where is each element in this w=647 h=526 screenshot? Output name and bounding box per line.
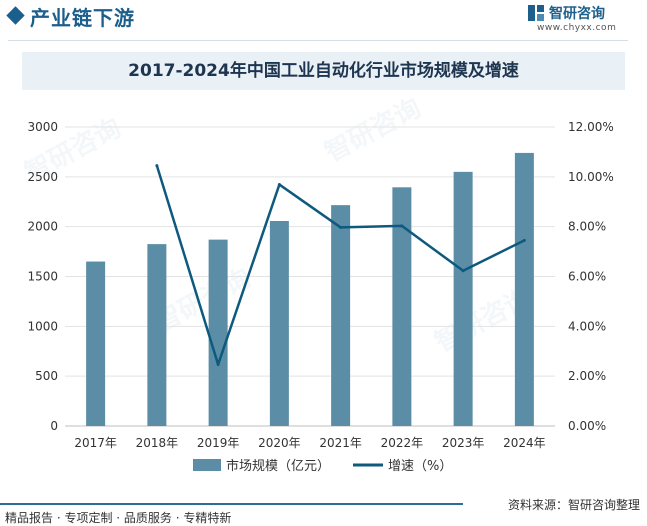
x-tick-label: 2020年 (258, 436, 301, 450)
combo-chart: 0 500 1000 1500 2000 2500 3000 0.00% 2.00% 4.00% 6… (27, 120, 613, 474)
y-right-tick-label: 2.00% (568, 369, 606, 383)
y-left-tick-label: 2500 (27, 170, 58, 184)
axes: 0 500 1000 1500 2000 2500 3000 0.00% 2.00% 4.00% 6… (27, 120, 613, 450)
data-source: 资料来源：智研咨询整理 (507, 498, 640, 512)
bar (147, 244, 167, 426)
growth-point (277, 183, 281, 187)
section-title: 产业链下游 (30, 6, 135, 30)
y-left-tick-label: 3000 (27, 120, 58, 134)
y-left-tick-label: 0 (50, 419, 58, 433)
x-tick-label: 2023年 (442, 436, 485, 450)
bar (86, 261, 106, 426)
footer-divider (0, 503, 463, 505)
growth-point (461, 269, 465, 273)
bar-series (86, 152, 534, 426)
growth-point (339, 225, 343, 229)
legend-swatch-bar (193, 459, 221, 471)
footer-services: 精品报告 · 专项定制 · 品质服务 · 专精特新 (5, 511, 232, 525)
y-right-tick-label: 12.00% (568, 120, 614, 134)
legend-label-line: 增速（%） (388, 459, 452, 474)
chart-title: 2017-2024年中国工业自动化行业市场规模及增速 (22, 52, 625, 90)
growth-point (216, 362, 220, 366)
legend: 市场规模（亿元） 增速（%） (193, 458, 452, 474)
x-tick-label: 2021年 (319, 436, 362, 450)
y-left-tick-label: 1000 (27, 319, 58, 333)
y-left-tick-label: 500 (35, 369, 58, 383)
y-right-tick-label: 4.00% (568, 319, 606, 333)
y-left-tick-label: 1500 (27, 270, 58, 284)
brand: 智研咨询 www.chyxx.com (527, 3, 637, 37)
bar (331, 205, 351, 426)
x-tick-label: 2024年 (503, 436, 546, 450)
y-right-tick-label: 0.00% (568, 419, 606, 433)
legend-label-bar: 市场规模（亿元） (226, 458, 330, 474)
growth-point (522, 238, 526, 242)
header-divider (8, 40, 628, 41)
brand-url: www.chyxx.com (537, 23, 617, 33)
brand-name: 智研咨询 (549, 6, 605, 22)
x-tick-label: 2019年 (197, 436, 240, 450)
y-right-tick-label: 8.00% (568, 220, 606, 234)
x-tick-label: 2022年 (381, 436, 424, 450)
bar (208, 239, 228, 426)
x-tick-label: 2017年 (74, 436, 117, 450)
bar (392, 187, 412, 426)
bar (453, 171, 473, 426)
growth-point (155, 164, 159, 168)
growth-point (400, 224, 404, 228)
y-right-tick-label: 10.00% (568, 170, 614, 184)
y-left-tick-label: 2000 (27, 220, 58, 234)
bar (514, 152, 534, 426)
x-tick-label: 2018年 (136, 436, 179, 450)
bar (269, 220, 289, 426)
header-bar: 产业链下游 智研咨询 www.chyxx.com (0, 0, 647, 41)
grid-lines (65, 126, 555, 427)
brand-logo-icon (528, 5, 544, 21)
y-right-tick-label: 6.00% (568, 270, 606, 284)
line-series (155, 164, 526, 366)
